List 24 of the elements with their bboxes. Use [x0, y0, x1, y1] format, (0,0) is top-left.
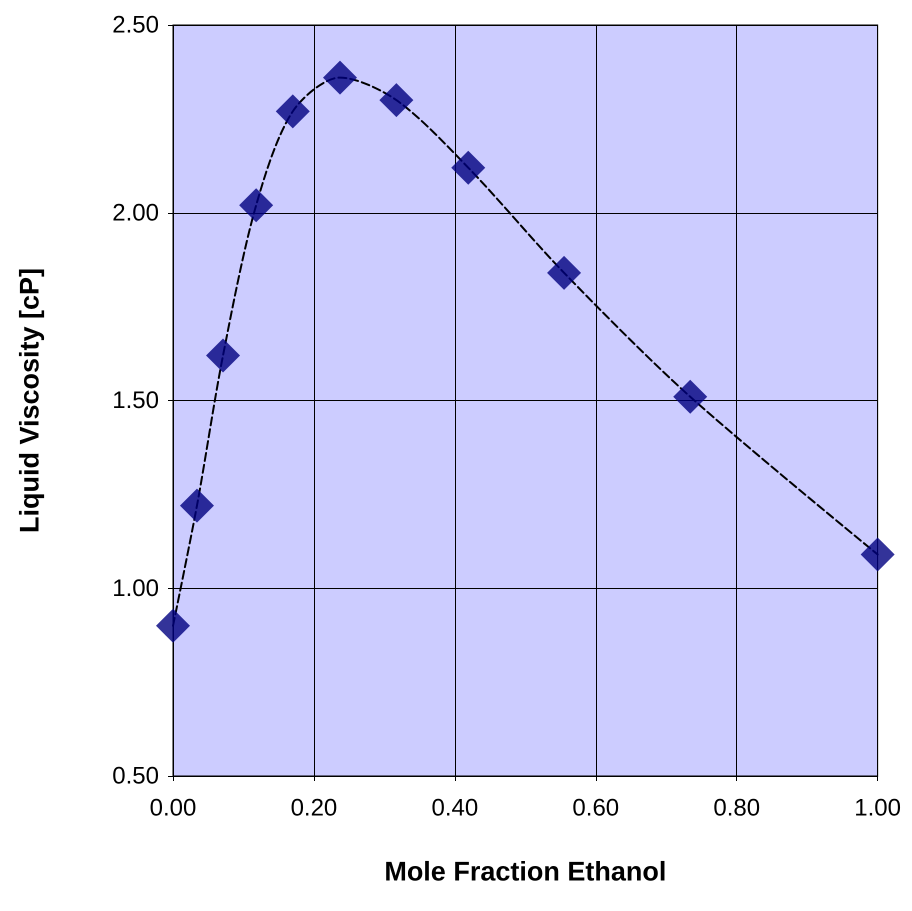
point — [451, 150, 486, 185]
y-tick-label: 1.00 — [112, 574, 159, 602]
y-tick-label: 1.50 — [112, 387, 159, 414]
point — [860, 537, 895, 572]
point — [323, 60, 357, 95]
x-tick-label: 0.40 — [432, 794, 478, 822]
x-tick-label: 0.00 — [150, 794, 196, 822]
point — [673, 380, 708, 414]
point — [547, 256, 582, 290]
y-axis-title: Liquid Viscosity [cP] — [14, 268, 44, 534]
point — [379, 83, 414, 118]
x-tick-label: 0.80 — [713, 794, 760, 822]
y-tick-label: 0.50 — [112, 762, 159, 790]
point — [180, 488, 214, 523]
x-tick-label: 1.00 — [854, 794, 902, 822]
x-tick-label: 0.20 — [290, 794, 338, 822]
point — [156, 608, 190, 643]
x-tick-label: 0.60 — [572, 794, 620, 822]
y-tick-label: 2.50 — [112, 12, 159, 38]
y-tick-label: 2.00 — [112, 199, 159, 226]
x-axis-title: Mole Fraction Ethanol — [384, 856, 666, 886]
point — [206, 338, 240, 372]
point — [276, 94, 310, 128]
point — [239, 188, 274, 222]
